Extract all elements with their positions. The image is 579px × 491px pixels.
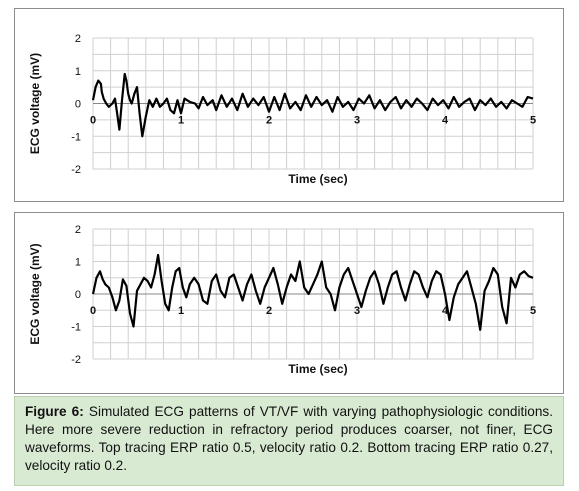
- chart-panel-bottom: 2 1 0 -1 -2 0 1 2 3 4 5 Time (sec) ECG voltage (mV): [14, 212, 564, 394]
- ecg-chart-top: 2 1 0 -1 -2 0 1 2 3 4 5 Time (sec) ECG voltage (mV): [28, 33, 536, 186]
- y-tick-label: -1: [71, 322, 81, 334]
- x-tick-label: 4: [442, 305, 449, 317]
- y-axis-label: ECG voltage (mV): [28, 243, 42, 344]
- x-tick-label: 0: [90, 305, 96, 317]
- x-tick-label: 2: [266, 115, 272, 127]
- x-tick-label: 5: [530, 115, 536, 127]
- caption-text: Simulated ECG patterns of VT/VF with var…: [25, 404, 553, 473]
- ecg-series-line-1: [91, 72, 534, 138]
- ecg-series-line-1: [91, 253, 534, 331]
- y-tick-label: 2: [75, 224, 81, 236]
- y-tick-label: 2: [75, 33, 81, 45]
- y-tick-label: -2: [71, 164, 81, 176]
- x-tick-label: 1: [178, 305, 184, 317]
- x-tick-label: 4: [442, 115, 449, 127]
- y-tick-label: 0: [75, 99, 81, 111]
- x-tick-label: 3: [354, 305, 360, 317]
- x-axis-label: Time (sec): [288, 362, 347, 376]
- chart-panel-top: 2 1 0 -1 -2 0 1 2 3 4 5 Time (sec) ECG voltage (mV): [14, 8, 564, 202]
- y-tick-label: -1: [71, 131, 81, 143]
- y-tick-label: 1: [75, 257, 81, 269]
- y-tick-label: 0: [75, 289, 81, 301]
- ecg-chart-bottom: 2 1 0 -1 -2 0 1 2 3 4 5 Time (sec) ECG voltage (mV): [28, 224, 536, 376]
- figure-caption: Figure 6: Simulated ECG patterns of VT/V…: [14, 396, 564, 486]
- y-axis-label: ECG voltage (mV): [28, 53, 42, 154]
- x-axis-label: Time (sec): [288, 172, 347, 186]
- x-tick-label: 2: [266, 305, 272, 317]
- caption-label: Figure 6:: [25, 404, 84, 419]
- y-tick-label: 1: [75, 66, 81, 78]
- x-tick-label: 0: [90, 115, 96, 127]
- x-tick-label: 1: [178, 115, 184, 127]
- x-tick-label: 3: [354, 115, 360, 127]
- x-tick-label: 5: [530, 305, 536, 317]
- y-tick-label: -2: [71, 354, 81, 366]
